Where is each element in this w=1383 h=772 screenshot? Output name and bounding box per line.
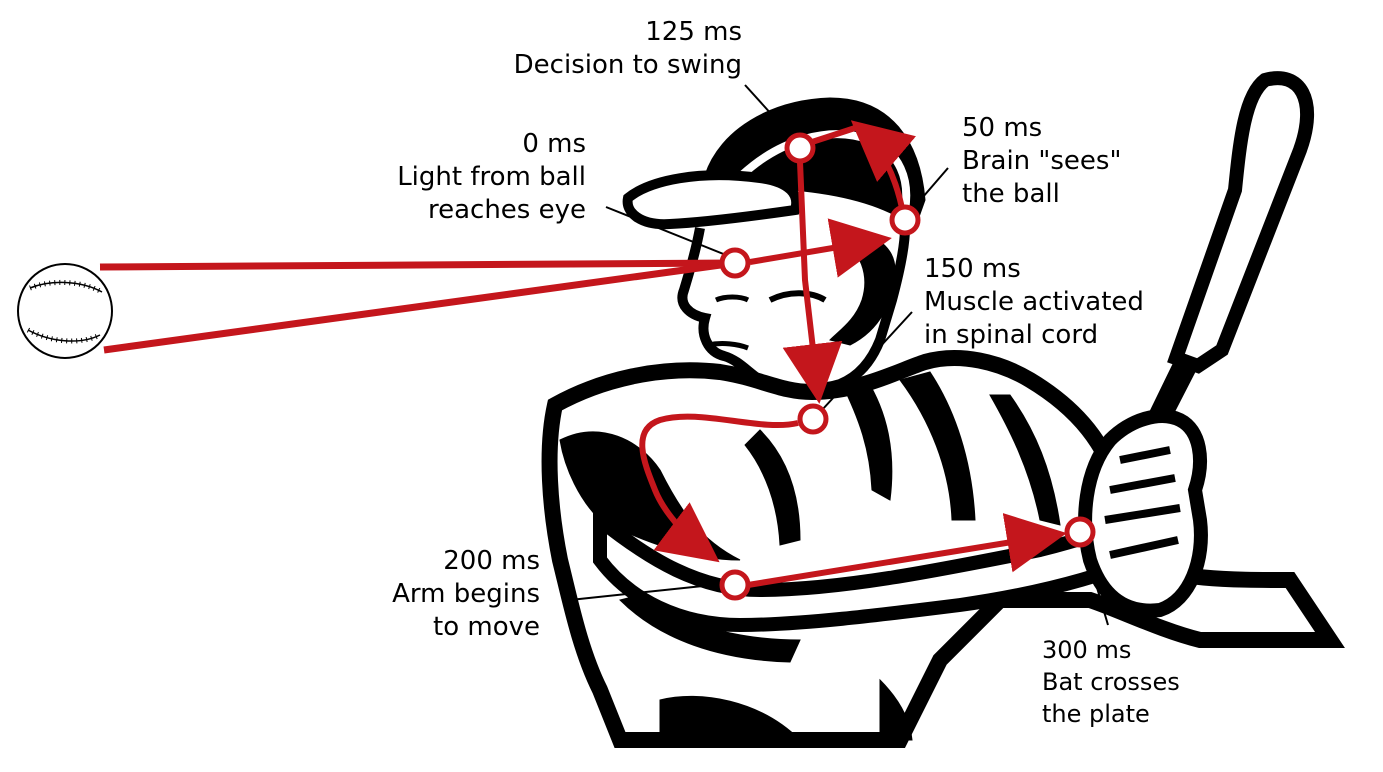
node-eye <box>719 247 751 279</box>
signal-arm-to-bat <box>747 513 1067 588</box>
label-brain-line2: the ball <box>962 179 1060 209</box>
label-eye: 0 ms Light from ball reaches eye <box>397 128 586 227</box>
label-brain-time: 50 ms <box>962 113 1043 143</box>
light-rays <box>99 259 736 354</box>
signal-brain-to-decision <box>850 120 916 209</box>
signal-eye-to-brain <box>749 218 892 278</box>
leader-bat <box>1082 539 1109 626</box>
node-spinal <box>797 403 829 435</box>
bat <box>1139 71 1315 441</box>
label-bat-line1: Bat crosses <box>1042 668 1180 696</box>
node-decision <box>784 132 816 164</box>
label-eye-line2: reaches eye <box>427 195 586 225</box>
node-arm <box>719 569 751 601</box>
label-spinal-line2: in spinal cord <box>924 320 1099 350</box>
label-decision: 125 ms Decision to swing <box>514 16 742 82</box>
signal-decision-top <box>811 125 856 145</box>
label-eye-line1: Light from ball <box>397 162 586 192</box>
label-bat-line2: the plate <box>1042 700 1150 728</box>
label-arm: 200 ms Arm begins to move <box>392 545 540 644</box>
hands <box>1078 409 1208 618</box>
light-ray-lower <box>103 259 736 354</box>
label-eye-time: 0 ms <box>522 129 586 159</box>
label-decision-time: 125 ms <box>645 17 742 47</box>
signal-decision-to-spinal <box>782 161 843 404</box>
label-arm-time: 200 ms <box>443 546 540 576</box>
label-brain: 50 ms Brain "sees" the ball <box>962 112 1121 211</box>
label-decision-line1: Decision to swing <box>513 50 742 80</box>
label-bat-time: 300 ms <box>1042 636 1132 664</box>
label-spinal: 150 ms Muscle activated in spinal cord <box>924 253 1144 352</box>
label-arm-line2: to move <box>433 612 540 642</box>
leader-eye <box>605 206 727 256</box>
leader-arm <box>569 583 723 601</box>
label-bat: 300 ms Bat crosses the plate <box>1042 634 1180 730</box>
label-brain-line1: Brain "sees" <box>962 146 1122 176</box>
light-ray-upper <box>99 259 736 271</box>
leader-decision <box>744 84 793 138</box>
signal-path <box>639 120 1067 588</box>
leader-lines <box>569 84 1109 626</box>
baseball-icon <box>17 263 113 359</box>
node-brain <box>889 204 921 236</box>
leader-brain <box>909 167 949 213</box>
node-bat <box>1064 516 1096 548</box>
label-spinal-time: 150 ms <box>924 254 1021 284</box>
cap <box>622 97 926 230</box>
label-spinal-line1: Muscle activated <box>924 287 1144 317</box>
signal-spinal-to-arm <box>639 413 799 563</box>
event-nodes <box>719 132 1096 601</box>
label-arm-line1: Arm begins <box>392 579 540 609</box>
